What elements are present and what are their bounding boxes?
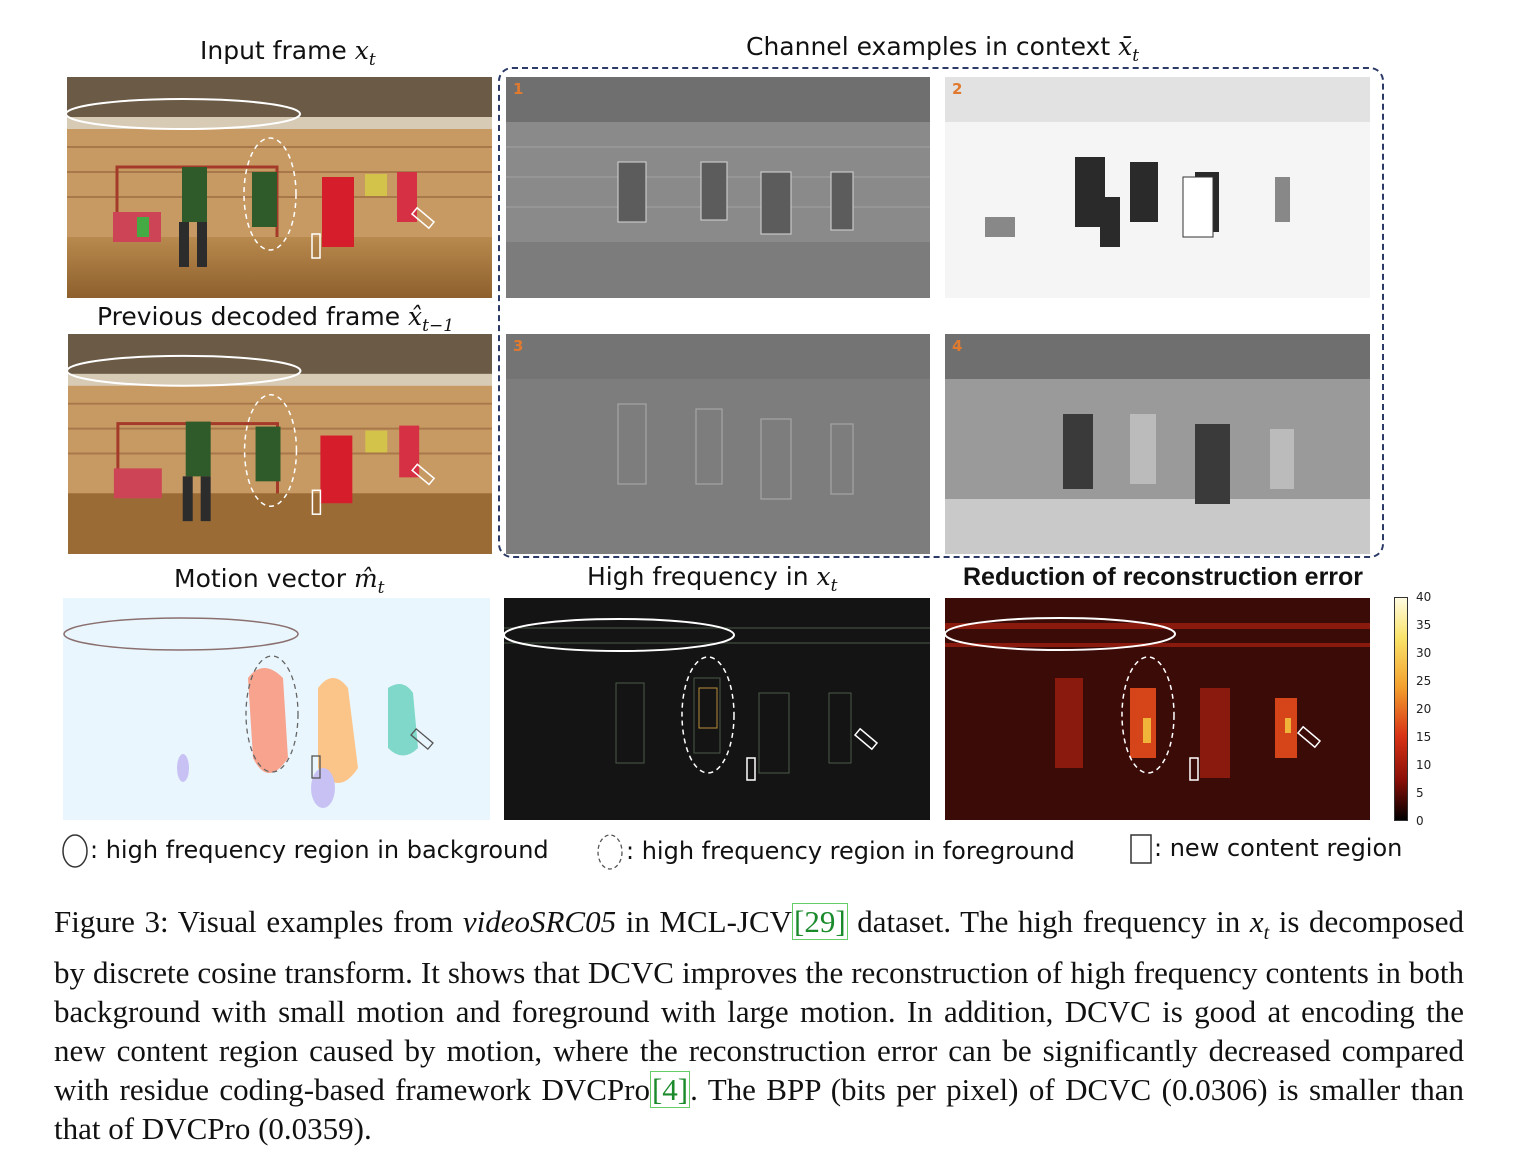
context-group-box [498,67,1384,558]
colorbar-tick: 10 [1416,758,1432,772]
channel-number: 1 [513,80,524,98]
citation-link[interactable]: [29] [792,903,848,940]
colorbar-tick: 25 [1416,674,1432,688]
high-freq-title: High frequency in xt [587,562,838,596]
legend-background: : high frequency region in background [62,834,549,868]
channel-number: 2 [952,80,963,98]
colorbar-tick: 40 [1416,590,1432,604]
colorbar [1394,597,1408,821]
channel-number: 3 [513,337,524,355]
colorbar-tick: 5 [1416,786,1424,800]
motion-title: Motion vector m̂t [174,564,385,598]
reduction-error-image [945,598,1370,820]
rectangle-icon [1130,834,1152,864]
reduction-title: Reduction of reconstruction error [963,563,1364,591]
channel-4-image: 4 [945,334,1370,554]
channel-2-image: 2 [945,77,1370,298]
colorbar-tick: 30 [1416,646,1432,660]
solid-ellipse-icon [62,834,88,868]
citation-link[interactable]: [4] [649,1071,691,1109]
input-frame-title: Input frame xt [200,36,376,70]
context-title: Channel examples in context x̄t [746,32,1140,66]
colorbar-tick: 20 [1416,702,1432,716]
colorbar-tick: 0 [1416,814,1424,828]
prev-frame-title: Previous decoded frame x̂t−1 [97,302,455,336]
input-frame-image [67,77,492,298]
figure-caption: Figure 3: Visual examples from videoSRC0… [54,903,1465,1147]
high-frequency-image [504,598,930,820]
channel-1-image: 1 [506,77,930,298]
legend-foreground: : high frequency region in foreground [596,834,1075,870]
prev-frame-image [68,334,492,554]
motion-vector-image [63,598,490,820]
dashed-ellipse-icon [597,834,623,870]
channel-number: 4 [952,337,963,355]
channel-3-image: 3 [506,334,930,554]
colorbar-tick: 35 [1416,618,1432,632]
legend-new-content: : new content region [1130,834,1402,864]
colorbar-tick: 15 [1416,730,1432,744]
